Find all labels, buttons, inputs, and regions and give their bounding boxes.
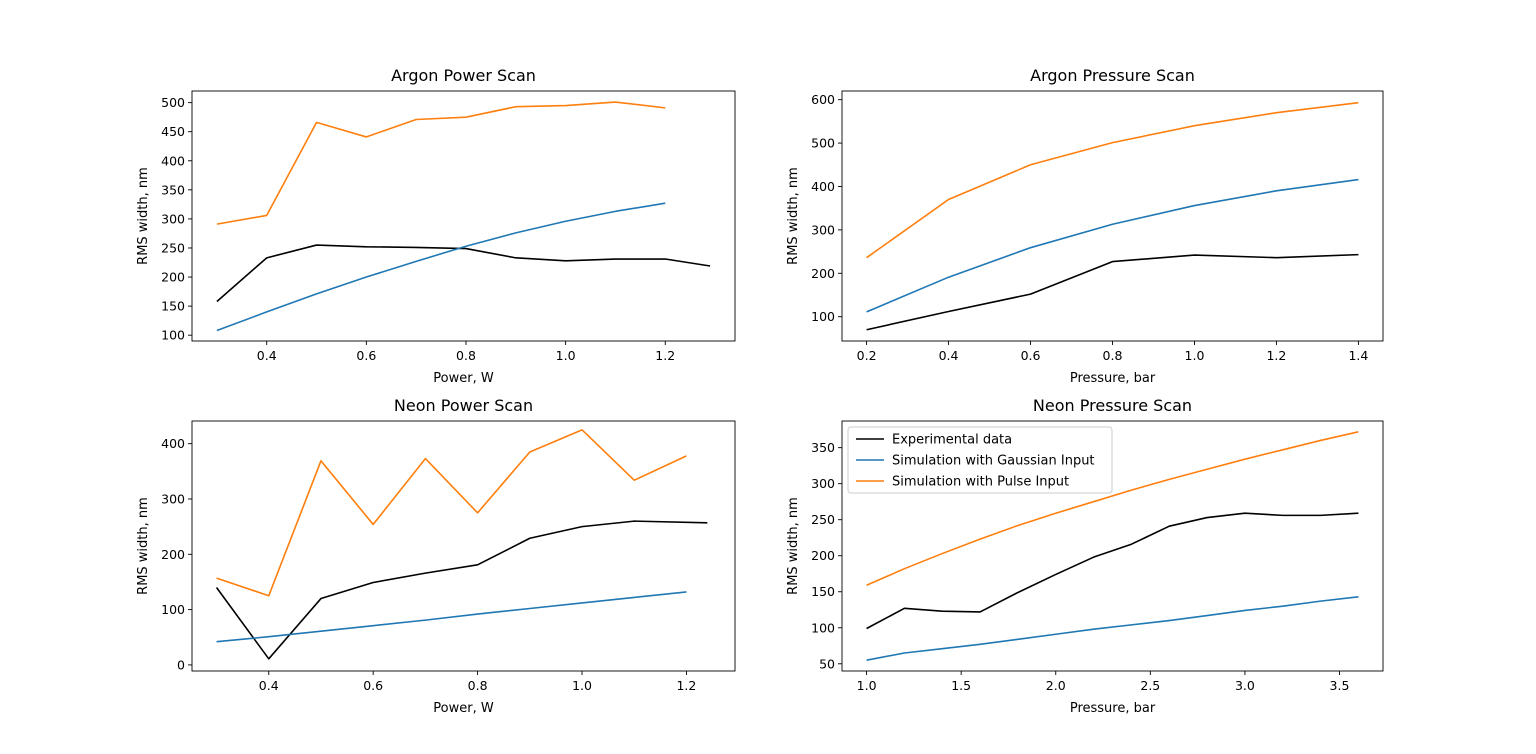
y-tick-label: 200 — [161, 270, 185, 285]
y-tick-label: 350 — [161, 182, 185, 197]
x-tick-label: 3.5 — [1330, 678, 1350, 693]
y-axis-label: RMS width, nm — [786, 167, 801, 265]
x-axis-label: Pressure, bar — [1070, 701, 1156, 716]
series-line-3 — [216, 429, 687, 597]
axes-frame — [191, 420, 736, 672]
x-tick-label: 1.2 — [1266, 348, 1286, 363]
chart-title: Argon Pressure Scan — [1030, 66, 1195, 85]
x-tick-label: 0.2 — [857, 348, 877, 363]
x-tick-label: 0.8 — [468, 678, 488, 693]
y-tick-label: 450 — [161, 124, 185, 139]
x-tick-label: 1.2 — [676, 678, 696, 693]
y-tick-label: 300 — [161, 491, 185, 506]
x-tick-label: 2.0 — [1046, 678, 1066, 693]
series-line-1 — [215, 520, 708, 660]
y-tick-label: 500 — [161, 95, 185, 110]
y-tick-label: 500 — [811, 136, 835, 151]
series-line-1 — [216, 244, 711, 303]
y-tick-label: 150 — [161, 299, 185, 314]
x-tick-label: 0.6 — [356, 348, 376, 363]
x-tick-label: 0.8 — [456, 348, 476, 363]
x-tick-label: 0.4 — [259, 678, 279, 693]
y-tick-label: 0 — [177, 657, 185, 672]
y-tick-label: 200 — [161, 547, 185, 562]
y-tick-label: 400 — [161, 436, 185, 451]
x-tick-label: 1.0 — [1185, 348, 1205, 363]
legend: Experimental data Simulation with Gaussia… — [847, 426, 1113, 494]
series-line-2 — [216, 591, 687, 643]
x-axis-label: Power, W — [433, 371, 494, 386]
x-tick-label: 0.8 — [1103, 348, 1123, 363]
x-tick-label: 0.4 — [939, 348, 959, 363]
axes-frame — [191, 90, 736, 342]
series-line-2 — [866, 595, 1359, 661]
y-tick-label: 200 — [811, 548, 835, 563]
x-tick-label: 0.6 — [1021, 348, 1041, 363]
y-tick-label: 100 — [161, 602, 185, 617]
series-line-3 — [866, 431, 1359, 587]
series-line-3 — [216, 101, 666, 225]
y-tick-label: 300 — [811, 476, 835, 491]
y-tick-label: 300 — [161, 211, 185, 226]
subplot-1: 0.4 0.6 0.8 1.0 1.2 100 150 200 250 300 350 400 450 5… — [136, 66, 736, 386]
x-tick-label: 1.0 — [556, 348, 576, 363]
y-tick-label: 100 — [811, 620, 835, 635]
subplot-4: 1.0 1.5 2.0 2.5 3.0 3.5 50 100 150 200 250 300 350 Ne… — [786, 396, 1384, 716]
y-axis-label: RMS width, nm — [136, 167, 151, 265]
legend-label: Simulation with Gaussian Input — [892, 454, 1095, 469]
x-tick-label: 1.0 — [572, 678, 592, 693]
x-tick-label: 3.0 — [1235, 678, 1255, 693]
y-tick-label: 300 — [811, 222, 835, 237]
series-line-1 — [866, 253, 1359, 331]
x-tick-label: 1.0 — [857, 678, 877, 693]
legend-label: Simulation with Pulse Input — [892, 475, 1069, 490]
y-axis-label: RMS width, nm — [786, 497, 801, 595]
subplot-3: 0.4 0.6 0.8 1.0 1.2 0 100 200 300 400 Neon Power S… — [136, 396, 736, 716]
x-tick-label: 2.5 — [1140, 678, 1160, 693]
chart-title: Neon Power Scan — [394, 396, 533, 415]
axes-frame — [841, 420, 1384, 672]
y-axis-label: RMS width, nm — [136, 497, 151, 595]
series-line-2 — [866, 178, 1359, 313]
y-tick-label: 100 — [161, 328, 185, 343]
series-line-1 — [866, 512, 1359, 630]
y-tick-label: 400 — [811, 179, 835, 194]
x-axis-label: Power, W — [433, 701, 494, 716]
y-tick-label: 600 — [811, 92, 835, 107]
x-tick-label: 1.5 — [951, 678, 971, 693]
subplot-2: 0.2 0.4 0.6 0.8 1.0 1.2 1.4 100 200 300 400 500 600 A… — [786, 66, 1384, 386]
chart-title: Argon Power Scan — [391, 66, 536, 85]
series-line-2 — [216, 202, 666, 332]
y-tick-label: 50 — [819, 656, 835, 671]
axes-frame — [841, 90, 1384, 342]
chart-title: Neon Pressure Scan — [1033, 396, 1192, 415]
legend-label: Experimental data — [892, 433, 1012, 448]
legend-box — [847, 426, 1113, 494]
x-tick-label: 0.6 — [363, 678, 383, 693]
x-tick-label: 0.4 — [257, 348, 277, 363]
y-tick-label: 350 — [811, 440, 835, 455]
x-tick-label: 1.4 — [1348, 348, 1368, 363]
y-tick-label: 250 — [811, 512, 835, 527]
series-line-3 — [866, 101, 1359, 259]
y-tick-label: 150 — [811, 584, 835, 599]
x-axis-label: Pressure, bar — [1070, 371, 1156, 386]
y-tick-label: 400 — [161, 153, 185, 168]
y-tick-label: 200 — [811, 266, 835, 281]
y-tick-label: 100 — [811, 309, 835, 324]
x-tick-label: 1.2 — [655, 348, 675, 363]
y-tick-label: 250 — [161, 240, 185, 255]
